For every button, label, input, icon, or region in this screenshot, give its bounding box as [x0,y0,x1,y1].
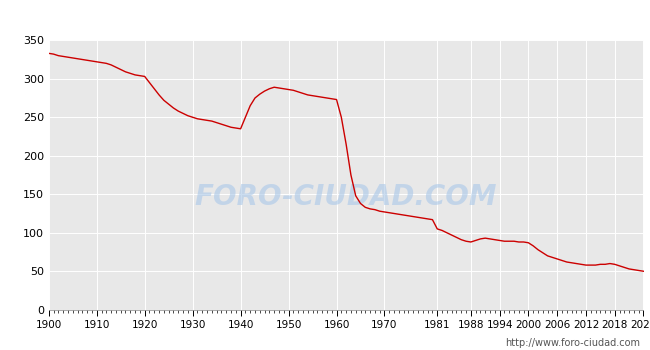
Text: Adalia (Municipio) - Evolucion del numero de Habitantes: Adalia (Municipio) - Evolucion del numer… [130,9,520,24]
Text: http://www.foro-ciudad.com: http://www.foro-ciudad.com [505,338,640,348]
Text: FORO-CIUDAD.COM: FORO-CIUDAD.COM [195,183,497,211]
